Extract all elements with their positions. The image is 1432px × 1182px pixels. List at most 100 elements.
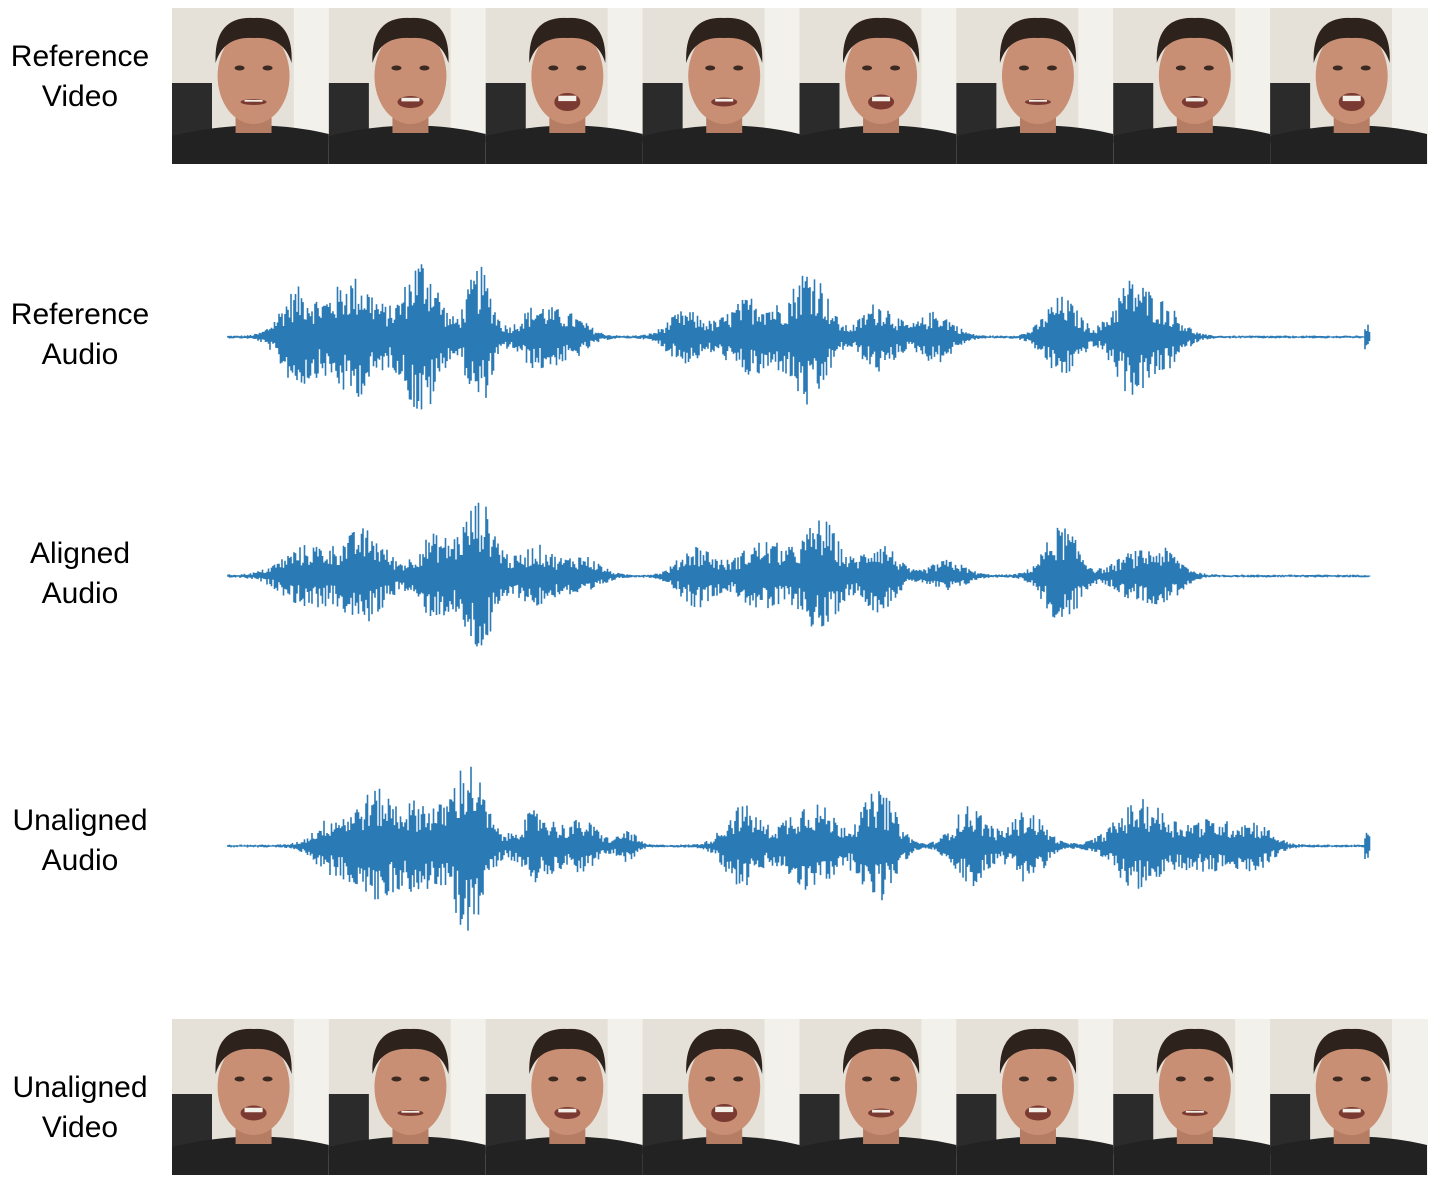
shirt	[642, 1136, 800, 1175]
eye	[262, 65, 273, 71]
shirt	[328, 125, 486, 164]
video-strip	[172, 1019, 1428, 1175]
eye	[1018, 65, 1029, 71]
hair	[529, 1028, 606, 1074]
eye	[1332, 1076, 1343, 1082]
face	[1315, 28, 1388, 124]
eye	[1175, 65, 1186, 71]
video-frame	[328, 1019, 487, 1175]
hair	[1156, 17, 1233, 63]
shirt	[172, 125, 329, 164]
hair	[372, 17, 449, 63]
face	[1315, 1039, 1388, 1135]
video-frame	[642, 1019, 800, 1175]
eye	[1018, 1076, 1029, 1082]
row-label: Reference	[11, 298, 149, 331]
row-label: Unaligned	[12, 804, 147, 837]
shirt	[642, 125, 800, 164]
shirt	[799, 1136, 957, 1175]
face	[1158, 28, 1231, 124]
video-frame	[485, 8, 644, 164]
hair	[999, 1028, 1077, 1074]
hair	[1313, 1028, 1390, 1074]
hair	[999, 17, 1077, 63]
hair	[372, 1028, 449, 1074]
eye	[1175, 1076, 1186, 1082]
video-frame	[1270, 1019, 1428, 1175]
eye	[548, 65, 559, 71]
face	[374, 1039, 447, 1135]
teeth	[558, 1108, 577, 1113]
hair	[215, 1028, 292, 1074]
video-frame	[799, 1019, 957, 1175]
shirt	[485, 1136, 643, 1175]
teeth	[872, 1109, 891, 1113]
shirt	[172, 1136, 329, 1175]
shirt	[328, 1136, 486, 1175]
face	[688, 28, 761, 124]
eye	[1360, 65, 1371, 71]
eye	[262, 1076, 273, 1082]
eye	[391, 1076, 402, 1082]
video-frame	[1113, 8, 1271, 164]
eye	[733, 1076, 744, 1082]
row-label: Aligned	[30, 537, 130, 570]
shirt	[799, 125, 957, 164]
eye	[862, 1076, 873, 1082]
waveform	[227, 264, 1371, 410]
face	[374, 28, 447, 124]
shirt	[1270, 1136, 1427, 1175]
eye	[576, 65, 587, 71]
shirt	[956, 1136, 1114, 1175]
face	[531, 1039, 604, 1135]
teeth	[1028, 99, 1047, 102]
face	[531, 28, 604, 124]
teeth	[1185, 97, 1204, 102]
hair	[842, 1028, 920, 1074]
waveform	[227, 766, 1371, 931]
eye	[1360, 1076, 1371, 1082]
hair	[1156, 1028, 1233, 1074]
shirt	[1270, 125, 1427, 164]
teeth	[244, 99, 263, 102]
teeth	[1028, 1107, 1047, 1113]
eye	[548, 1076, 559, 1082]
eye	[234, 1076, 245, 1082]
row-label: Video	[42, 1111, 118, 1144]
shirt	[485, 125, 643, 164]
row-label: Video	[42, 80, 118, 113]
hair	[215, 17, 292, 63]
face	[1001, 28, 1074, 124]
hair	[842, 17, 920, 63]
face	[688, 1039, 761, 1135]
face	[217, 1039, 290, 1135]
hair	[686, 1028, 763, 1074]
eye	[705, 65, 716, 71]
video-frame	[328, 8, 487, 164]
video-frame	[799, 8, 957, 164]
eye	[576, 1076, 587, 1082]
eye	[1046, 65, 1057, 71]
teeth	[244, 1107, 263, 1113]
video-frame	[172, 1019, 330, 1175]
eye	[419, 65, 430, 71]
waveform	[227, 502, 1371, 647]
eye	[733, 65, 744, 71]
eye	[705, 1076, 716, 1082]
teeth	[1342, 95, 1361, 102]
teeth	[1185, 1110, 1204, 1113]
teeth	[401, 97, 420, 102]
face	[1001, 1039, 1074, 1135]
teeth	[558, 95, 577, 102]
eye	[1203, 1076, 1214, 1082]
eye	[391, 65, 402, 71]
teeth	[1342, 1108, 1361, 1113]
eye	[1203, 65, 1214, 71]
eye	[234, 65, 245, 71]
eye	[890, 1076, 901, 1082]
shirt	[956, 125, 1114, 164]
eye	[862, 65, 873, 71]
hair	[686, 17, 763, 63]
video-frame	[1113, 1019, 1271, 1175]
